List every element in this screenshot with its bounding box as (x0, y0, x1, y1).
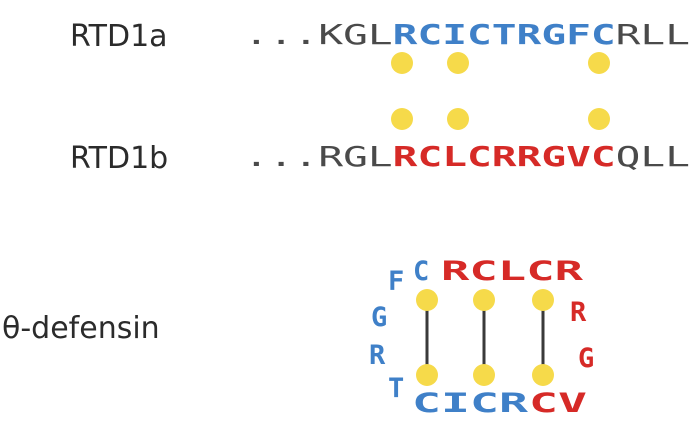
rtd1b-suffix: QLL (616, 140, 690, 173)
rtd1b-cys-dot-1 (391, 108, 413, 130)
theta-right-residue-1: R (570, 297, 587, 328)
theta-bottom-left-residues: CICR (412, 388, 529, 419)
rtd1a-cys-dot-2 (447, 52, 469, 74)
theta-top-right-residues: RCLCR (441, 256, 584, 287)
rtd1b-cys-dot-3 (588, 108, 610, 130)
rtd1b-core: RCLCRRGVC (393, 140, 616, 173)
rtd1b-label: RTD1b (70, 141, 168, 176)
theta-cys-dot-top-1 (416, 289, 438, 311)
rtd1b-ellipsis: ... (244, 140, 318, 173)
rtd1a-cys-dot-1 (391, 52, 413, 74)
theta-top-left-residue: C (413, 256, 429, 287)
rtd1a-prefix: KGL (318, 18, 392, 51)
rtd1a-ellipsis: ... (244, 18, 318, 51)
rtd1b-prefix: RGL (318, 140, 392, 173)
rtd1a-label: RTD1a (70, 19, 168, 54)
theta-defensin-label: θ-defensin (2, 311, 160, 346)
theta-cys-dot-bottom-2 (473, 364, 495, 386)
theta-cys-dot-top-3 (532, 289, 554, 311)
theta-left-residue-f: F (388, 266, 404, 297)
theta-cys-dot-top-2 (473, 289, 495, 311)
rtd1a-cys-dot-3 (588, 52, 610, 74)
rtd1a-sequence: ... KGL RCICTRGFC RLL (244, 18, 690, 51)
theta-left-residue-t: T (388, 373, 404, 404)
theta-left-residue-r: R (369, 340, 386, 371)
theta-right-residue-2: G (578, 343, 594, 374)
rtd1b-sequence: ... RGL RCLCRRGVC QLL (244, 140, 690, 173)
theta-cys-dot-bottom-1 (416, 364, 438, 386)
theta-left-residue-g: G (371, 302, 387, 333)
theta-bottom-right-residues: CV (529, 388, 587, 419)
rtd1b-cys-dot-2 (447, 108, 469, 130)
rtd1a-core: RCICTRGFC (393, 18, 616, 51)
rtd1a-suffix: RLL (616, 18, 690, 51)
theta-cys-dot-bottom-3 (532, 364, 554, 386)
